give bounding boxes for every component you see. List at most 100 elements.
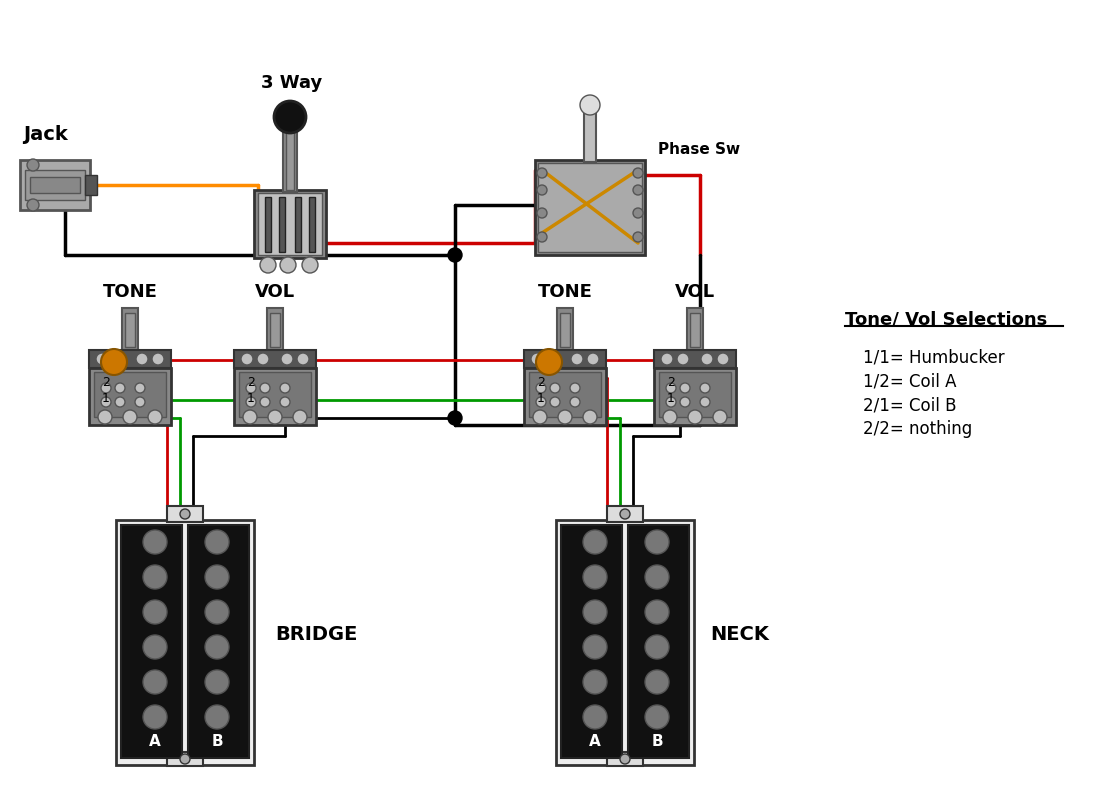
Bar [654,368,736,425]
Circle shape [280,257,296,273]
Bar [524,368,606,425]
Circle shape [558,410,572,424]
Circle shape [550,397,560,407]
Circle shape [666,383,676,393]
Circle shape [260,397,270,407]
Circle shape [645,530,669,554]
Circle shape [661,353,673,365]
Circle shape [448,411,461,425]
Circle shape [246,397,256,407]
Circle shape [688,410,702,424]
Circle shape [571,353,584,365]
Text: 2: 2 [102,377,110,389]
Circle shape [136,397,144,407]
Text: Phase Sw: Phase Sw [659,142,740,157]
Circle shape [180,509,190,519]
Circle shape [268,410,282,424]
Circle shape [205,670,228,694]
Text: Jack: Jack [22,126,67,145]
Bar [524,350,606,368]
Bar [538,163,642,252]
Circle shape [663,410,676,424]
Circle shape [645,635,669,659]
Circle shape [584,635,607,659]
Circle shape [297,353,309,365]
Circle shape [717,353,729,365]
Circle shape [587,353,599,365]
Circle shape [680,383,690,393]
Text: VOL: VOL [255,283,295,301]
Circle shape [143,635,167,659]
Bar [88,350,171,368]
Circle shape [152,353,164,365]
Circle shape [260,383,270,393]
Bar [122,308,138,350]
Text: 3 Way: 3 Way [261,74,323,92]
Circle shape [676,353,689,365]
Circle shape [547,353,559,365]
Circle shape [101,383,111,393]
Text: 1: 1 [102,392,110,404]
Bar [121,525,181,758]
Circle shape [700,383,710,393]
Bar [167,506,203,522]
Bar [234,368,316,425]
Circle shape [536,185,547,195]
Bar [25,170,85,200]
Circle shape [274,101,306,133]
Circle shape [550,383,560,393]
Bar [295,197,301,252]
Circle shape [570,397,580,407]
Bar [607,506,643,522]
Circle shape [205,635,228,659]
Text: 1: 1 [668,392,675,404]
Circle shape [27,199,39,211]
Circle shape [293,410,307,424]
Circle shape [680,397,690,407]
Circle shape [148,410,162,424]
Bar [85,175,97,195]
Bar [188,525,249,758]
Bar [270,313,280,347]
Circle shape [536,232,547,242]
Bar [265,197,271,252]
Bar [283,127,297,192]
Circle shape [645,670,669,694]
Circle shape [633,185,643,195]
Bar [584,110,596,162]
Bar [628,525,689,758]
Circle shape [536,397,547,407]
Text: 2/1= Coil B: 2/1= Coil B [864,396,956,414]
Circle shape [584,670,607,694]
Circle shape [143,530,167,554]
Circle shape [645,565,669,589]
Circle shape [620,509,629,519]
Text: 2: 2 [248,377,255,389]
Circle shape [101,349,127,375]
Circle shape [115,383,125,393]
Text: NECK: NECK [710,626,768,645]
Circle shape [101,397,111,407]
Circle shape [281,353,293,365]
Circle shape [136,353,148,365]
Circle shape [260,257,276,273]
Bar [557,308,573,350]
Bar [234,350,316,368]
Text: B: B [651,735,663,750]
Bar [20,160,90,210]
Bar [239,372,311,417]
Circle shape [143,705,167,729]
Circle shape [536,168,547,178]
Circle shape [280,397,290,407]
Circle shape [115,397,125,407]
Bar [659,372,731,417]
Circle shape [205,705,228,729]
Circle shape [448,248,461,262]
Text: B: B [212,735,223,750]
Text: BRIDGE: BRIDGE [276,626,357,645]
Text: Tone/ Vol Selections: Tone/ Vol Selections [844,310,1047,328]
Text: 1/1= Humbucker: 1/1= Humbucker [864,348,1005,366]
Bar [167,752,203,766]
Circle shape [143,670,167,694]
Circle shape [112,353,124,365]
